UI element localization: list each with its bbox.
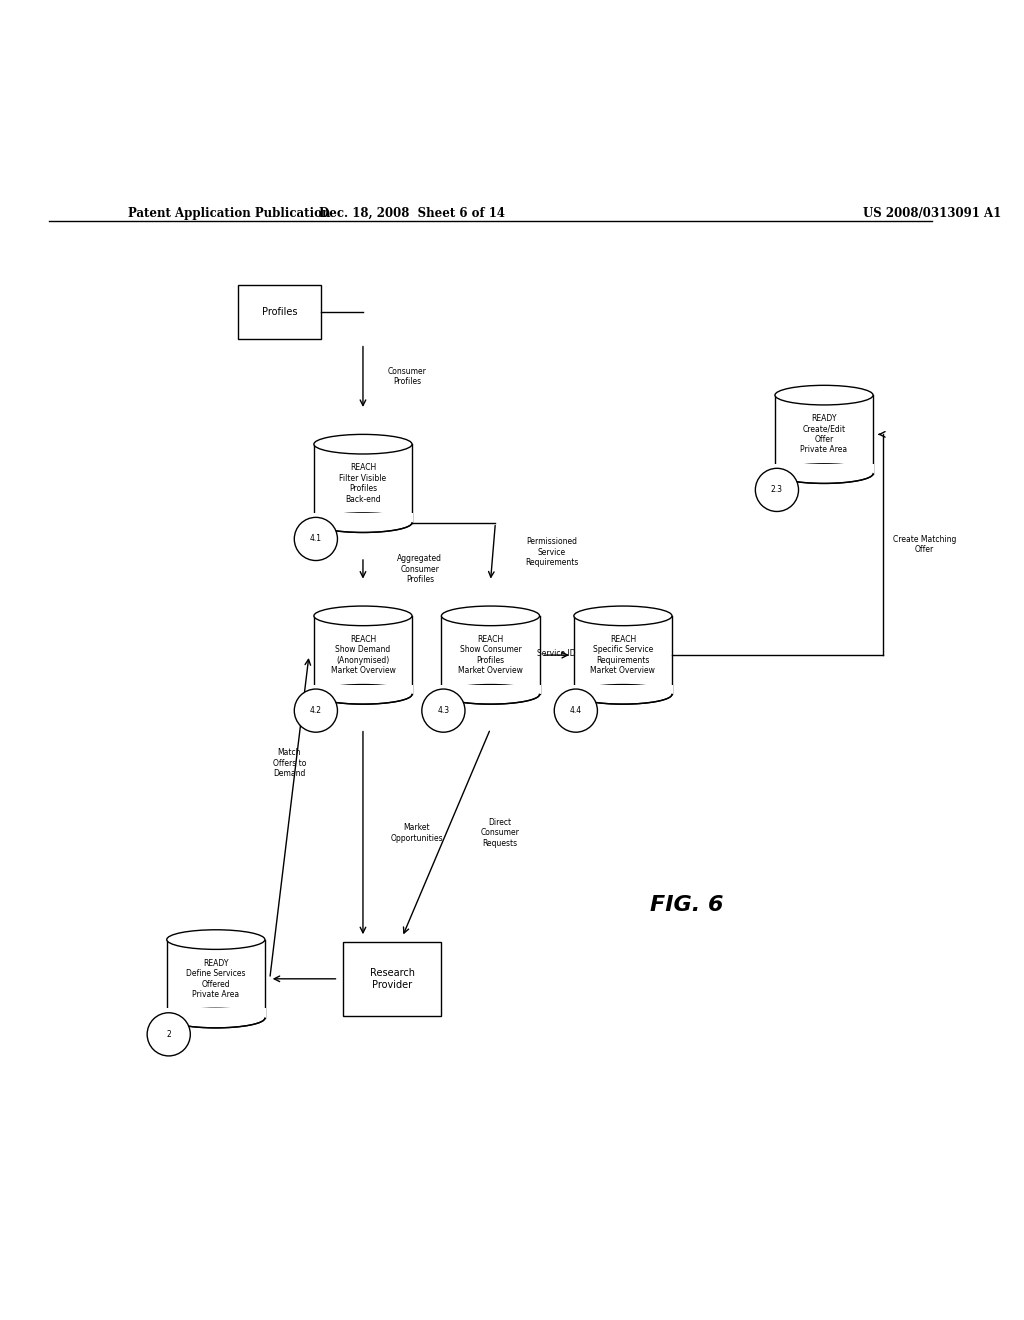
Text: REACH
Show Demand
(Anonymised)
Market Overview: REACH Show Demand (Anonymised) Market Ov… — [331, 635, 395, 676]
Bar — [167, 940, 265, 1018]
Circle shape — [294, 689, 338, 733]
Ellipse shape — [314, 606, 412, 626]
Bar — [774, 463, 874, 474]
Text: 4.2: 4.2 — [310, 706, 322, 715]
Bar — [166, 1008, 266, 1018]
Bar — [440, 685, 541, 694]
Text: Consumer
Profiles: Consumer Profiles — [388, 367, 427, 387]
Text: Market
Opportunities: Market Opportunities — [390, 824, 443, 842]
Text: Create Matching
Offer: Create Matching Offer — [893, 535, 956, 554]
Text: Patent Application Publication: Patent Application Publication — [128, 207, 330, 220]
Text: READY
Define Services
Offered
Private Area: READY Define Services Offered Private Ar… — [186, 958, 246, 999]
Ellipse shape — [573, 685, 672, 704]
Text: 2.3: 2.3 — [771, 486, 783, 495]
Text: REACH
Specific Service
Requirements
Market Overview: REACH Specific Service Requirements Mark… — [591, 635, 655, 676]
Text: 4.3: 4.3 — [437, 706, 450, 715]
Text: Permissioned
Service
Requirements: Permissioned Service Requirements — [525, 537, 579, 568]
Ellipse shape — [441, 606, 540, 626]
Circle shape — [756, 469, 799, 511]
Text: READY
Create/Edit
Offer
Private Area: READY Create/Edit Offer Private Area — [801, 414, 848, 454]
Text: REACH
Show Consumer
Profiles
Market Overview: REACH Show Consumer Profiles Market Over… — [458, 635, 523, 676]
Text: Service ID: Service ID — [538, 648, 577, 657]
Text: REACH
Filter Visible
Profiles
Back-end: REACH Filter Visible Profiles Back-end — [339, 463, 386, 503]
FancyArrow shape — [242, 343, 289, 368]
Bar — [313, 513, 413, 523]
Text: Dec. 18, 2008  Sheet 6 of 14: Dec. 18, 2008 Sheet 6 of 14 — [319, 207, 505, 220]
Circle shape — [422, 689, 465, 733]
Ellipse shape — [775, 463, 873, 483]
Bar — [313, 685, 413, 694]
Text: US 2008/0313091 A1: US 2008/0313091 A1 — [863, 207, 1001, 220]
Circle shape — [554, 689, 597, 733]
Text: 4.1: 4.1 — [310, 535, 322, 544]
Circle shape — [294, 517, 338, 561]
Bar — [314, 616, 412, 694]
Ellipse shape — [314, 434, 412, 454]
Text: 4.4: 4.4 — [569, 706, 582, 715]
Text: Match
Offers to
Demand: Match Offers to Demand — [272, 748, 306, 777]
Bar — [572, 685, 673, 694]
Bar — [775, 395, 873, 474]
Bar — [314, 445, 412, 523]
Ellipse shape — [314, 513, 412, 532]
Text: Aggregated
Consumer
Profiles: Aggregated Consumer Profiles — [397, 554, 442, 585]
Circle shape — [147, 1012, 190, 1056]
Ellipse shape — [314, 685, 412, 704]
Bar — [573, 616, 672, 694]
Ellipse shape — [167, 929, 265, 949]
Ellipse shape — [775, 385, 873, 405]
Ellipse shape — [441, 685, 540, 704]
Text: Direct
Consumer
Requests: Direct Consumer Requests — [481, 818, 520, 847]
Ellipse shape — [573, 606, 672, 626]
Text: Profiles: Profiles — [262, 306, 297, 317]
Text: Research
Provider: Research Provider — [370, 968, 415, 990]
Bar — [441, 616, 540, 694]
Text: FIG. 6: FIG. 6 — [650, 895, 723, 915]
FancyBboxPatch shape — [238, 285, 322, 339]
Ellipse shape — [167, 1008, 265, 1028]
Text: 2: 2 — [166, 1030, 171, 1039]
FancyBboxPatch shape — [343, 942, 441, 1015]
